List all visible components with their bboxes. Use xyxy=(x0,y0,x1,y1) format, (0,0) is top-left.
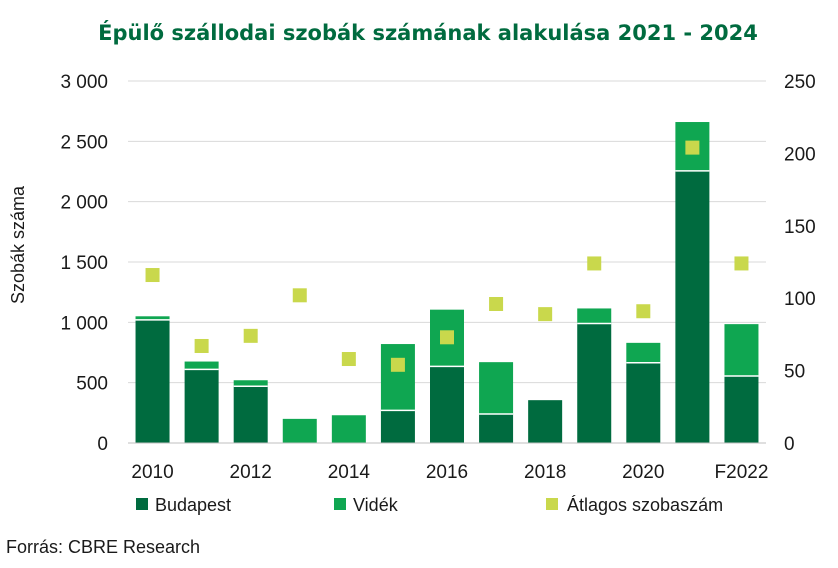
x-tick: F2022 xyxy=(715,462,769,483)
avg-point xyxy=(194,338,209,353)
bar-budapest xyxy=(184,369,219,443)
y-tick-left: 2 000 xyxy=(60,193,108,214)
y-tick-left: 3 000 xyxy=(60,72,108,93)
bar-videk xyxy=(135,316,170,320)
legend-swatch-videk xyxy=(334,498,346,510)
y-tick-right: 200 xyxy=(784,144,816,165)
avg-point xyxy=(292,288,307,303)
avg-points xyxy=(145,140,749,372)
y-tick-left: 0 xyxy=(97,434,108,455)
y-axis-left-ticks: 0 500 1 000 1 500 2 000 2 500 3 000 xyxy=(60,72,108,455)
y-axis-right-ticks: 0 50 100 150 200 250 xyxy=(784,72,816,455)
bar-videk xyxy=(184,361,219,370)
bar-videk xyxy=(380,344,415,411)
x-axis-ticks: 2010 2012 2014 2016 2018 2020 F2022 xyxy=(131,462,768,483)
y-tick-left: 1 500 xyxy=(60,253,108,274)
legend: Budapest Vidék Átlagos szobaszám xyxy=(136,495,723,515)
avg-point xyxy=(587,256,602,271)
bar-videk xyxy=(626,342,661,363)
x-tick: 2012 xyxy=(230,462,272,483)
bar-videk xyxy=(479,362,514,415)
legend-swatch-atlagos xyxy=(546,498,558,510)
avg-point xyxy=(636,304,651,319)
x-tick: 2016 xyxy=(426,462,468,483)
bar-videk xyxy=(282,418,317,443)
y-tick-left: 1 000 xyxy=(60,313,108,334)
bar-budapest xyxy=(675,170,710,443)
x-tick: 2014 xyxy=(328,462,371,483)
bar-videk xyxy=(724,324,759,377)
y-tick-right: 0 xyxy=(784,434,795,455)
bar-budapest xyxy=(430,366,464,443)
legend-label-atlagos: Átlagos szobaszám xyxy=(567,495,723,515)
avg-point xyxy=(243,328,258,343)
bar-budapest xyxy=(135,319,170,443)
bar-videk xyxy=(577,308,612,324)
x-tick: 2010 xyxy=(131,462,173,483)
y-tick-right: 150 xyxy=(784,217,816,238)
y-tick-right: 100 xyxy=(784,289,816,310)
y-tick-right: 250 xyxy=(784,72,816,93)
bar-budapest xyxy=(626,362,661,443)
bar-budapest xyxy=(528,400,563,443)
y-tick-left: 2 500 xyxy=(60,132,108,153)
x-tick: 2018 xyxy=(524,462,566,483)
avg-point xyxy=(734,256,749,271)
bar-budapest xyxy=(380,410,415,443)
bar-budapest xyxy=(233,386,268,443)
avg-point xyxy=(390,357,405,372)
y-axis-label: Szobák száma xyxy=(8,185,28,304)
avg-point xyxy=(440,330,454,345)
bar-budapest xyxy=(577,323,612,443)
x-tick: 2020 xyxy=(622,462,664,483)
avg-point xyxy=(489,296,504,311)
bar-videk xyxy=(233,380,268,387)
source-note: Forrás: CBRE Research xyxy=(6,537,200,557)
y-tick-right: 50 xyxy=(784,362,805,383)
legend-swatch-budapest xyxy=(136,498,148,510)
bar-videk xyxy=(331,415,366,443)
avg-point xyxy=(685,140,700,155)
y-tick-left: 500 xyxy=(76,374,108,395)
avg-point xyxy=(145,268,160,283)
bar-budapest xyxy=(479,414,514,443)
avg-point xyxy=(341,352,356,367)
avg-point xyxy=(538,307,553,322)
legend-label-budapest: Budapest xyxy=(155,495,231,515)
bar-budapest xyxy=(724,376,759,443)
bars xyxy=(135,122,759,443)
legend-label-videk: Vidék xyxy=(353,495,399,515)
chart-title: Épülő szállodai szobák számának alakulás… xyxy=(98,20,758,45)
